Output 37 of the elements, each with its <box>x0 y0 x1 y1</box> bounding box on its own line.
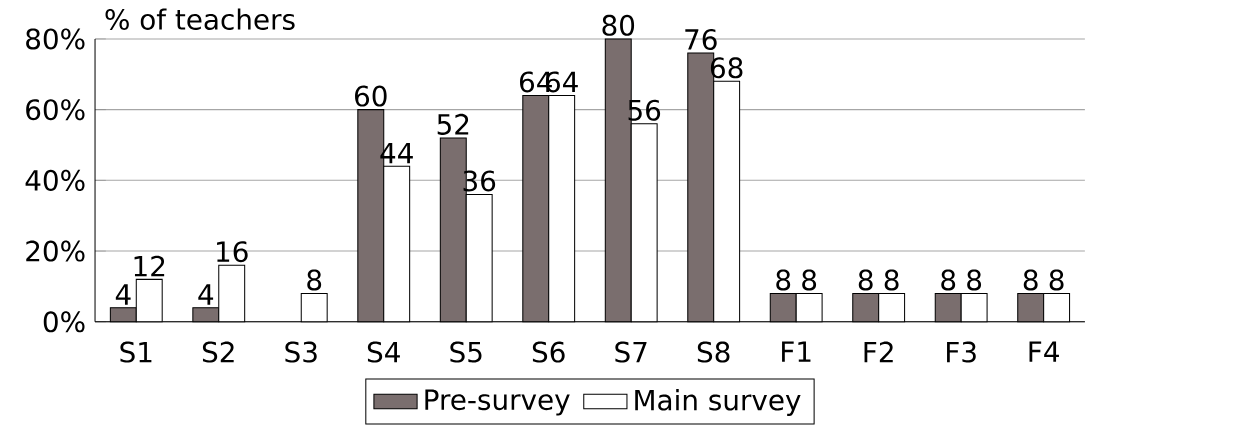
data-label: 8 <box>858 269 873 291</box>
data-label: 4 <box>115 284 131 305</box>
y-axis-title: % of teachers <box>105 8 295 30</box>
data-label: 8 <box>884 269 899 291</box>
y-tick-label: 60% <box>26 99 85 121</box>
x-tick-label: S8 <box>697 341 730 363</box>
data-label: 4 <box>198 284 214 305</box>
x-tick-label: F3 <box>947 341 976 363</box>
data-label: 8 <box>967 269 982 291</box>
data-label: 8 <box>1023 269 1038 291</box>
data-label: 8 <box>802 269 817 291</box>
y-tick-label: 20% <box>26 240 85 262</box>
x-tick-label: F1 <box>782 341 811 362</box>
data-label: 16 <box>217 241 248 263</box>
legend-label: Pre-survey <box>425 389 570 416</box>
x-tick-label: F2 <box>864 341 893 363</box>
x-tick-label: S6 <box>532 341 565 363</box>
data-label: 60 <box>355 85 387 107</box>
x-tick-label: S3 <box>285 341 317 363</box>
legend-label: Main survey <box>635 388 801 416</box>
y-tick-label: 40% <box>25 169 85 191</box>
y-tick-label: 0% <box>43 311 85 333</box>
data-label: 80 <box>602 14 635 36</box>
x-tick-label: S7 <box>615 341 647 363</box>
x-tick-label: F4 <box>1029 341 1059 362</box>
x-tick-label: S5 <box>450 341 482 363</box>
y-tick-label: 80% <box>26 28 85 50</box>
data-label: 52 <box>437 113 469 135</box>
data-label: 8 <box>941 269 956 291</box>
x-tick-label: S1 <box>120 341 152 363</box>
x-tick-label: S2 <box>202 341 234 363</box>
data-label: 8 <box>776 269 791 291</box>
data-label: 8 <box>307 269 322 291</box>
data-label: 76 <box>685 28 717 50</box>
data-label: 8 <box>1049 269 1064 291</box>
x-tick-label: S4 <box>367 341 400 363</box>
data-label: 12 <box>134 255 165 277</box>
